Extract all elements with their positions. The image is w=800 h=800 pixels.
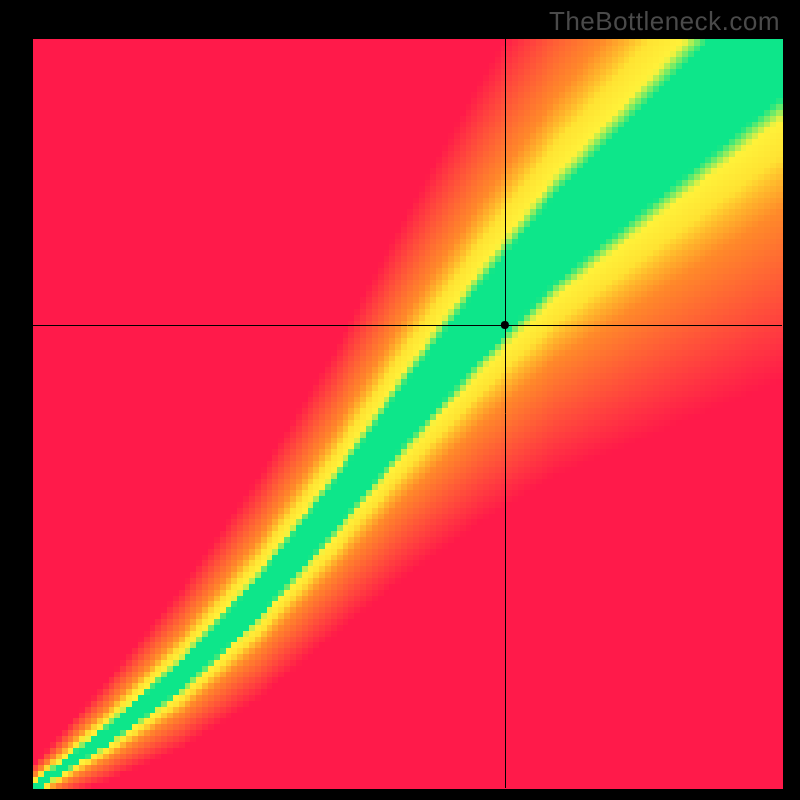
watermark-text: TheBottleneck.com [549,6,780,37]
bottleneck-heatmap-canvas [0,0,800,800]
chart-container: TheBottleneck.com [0,0,800,800]
